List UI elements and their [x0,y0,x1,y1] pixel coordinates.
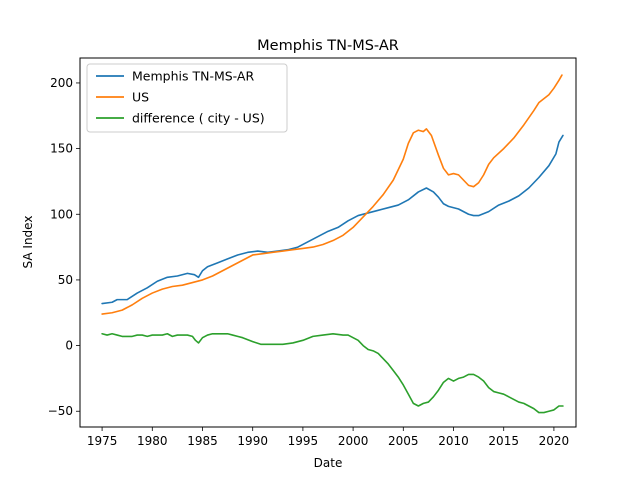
legend-label-0: Memphis TN-MS-AR [132,69,254,84]
x-tick-label: 2000 [338,434,369,448]
series-layer [101,74,564,414]
y-axis-label: SA Index [21,216,35,269]
chart-title: Memphis TN-MS-AR [257,38,399,54]
y-tick-label: 0 [65,339,73,353]
x-tick-label: 2015 [488,434,519,448]
x-tick-label: 1990 [237,434,268,448]
plot-frame [79,57,577,428]
legend: Memphis TN-MS-AR US difference ( city - US… [86,63,288,133]
y-tick-label: 50 [58,273,73,287]
legend-label-1: US [132,90,149,105]
x-tick-label: 1995 [288,434,319,448]
x-tick-label: 2005 [388,434,419,448]
x-axis-ticks: 1975 1980 1985 1990 1995 2000 2005 2010 2015 2020 [87,427,569,448]
series-line-2 [101,332,564,414]
series-line-0 [101,134,564,305]
series-line-1 [101,74,563,315]
x-tick-label: 1975 [87,434,118,448]
y-tick-label: 150 [50,142,73,156]
y-tick-label: 100 [50,207,73,221]
y-tick-label: −50 [48,404,73,418]
plot-area: 1975 1980 1985 1990 1995 2000 2005 2010 2015 2020… [48,57,577,448]
x-tick-label: 1985 [187,434,218,448]
legend-label-2: difference ( city - US) [132,111,265,126]
y-axis-ticks: −50 0 50 100 150 200 [48,76,80,418]
legend-box [86,63,288,133]
legend-items: Memphis TN-MS-AR US difference ( city - US… [96,69,265,126]
x-tick-label: 2020 [539,434,570,448]
x-tick-label: 1980 [137,434,168,448]
x-axis-label: Date [314,456,343,470]
x-tick-label: 2010 [438,434,469,448]
y-tick-label: 200 [50,76,73,90]
